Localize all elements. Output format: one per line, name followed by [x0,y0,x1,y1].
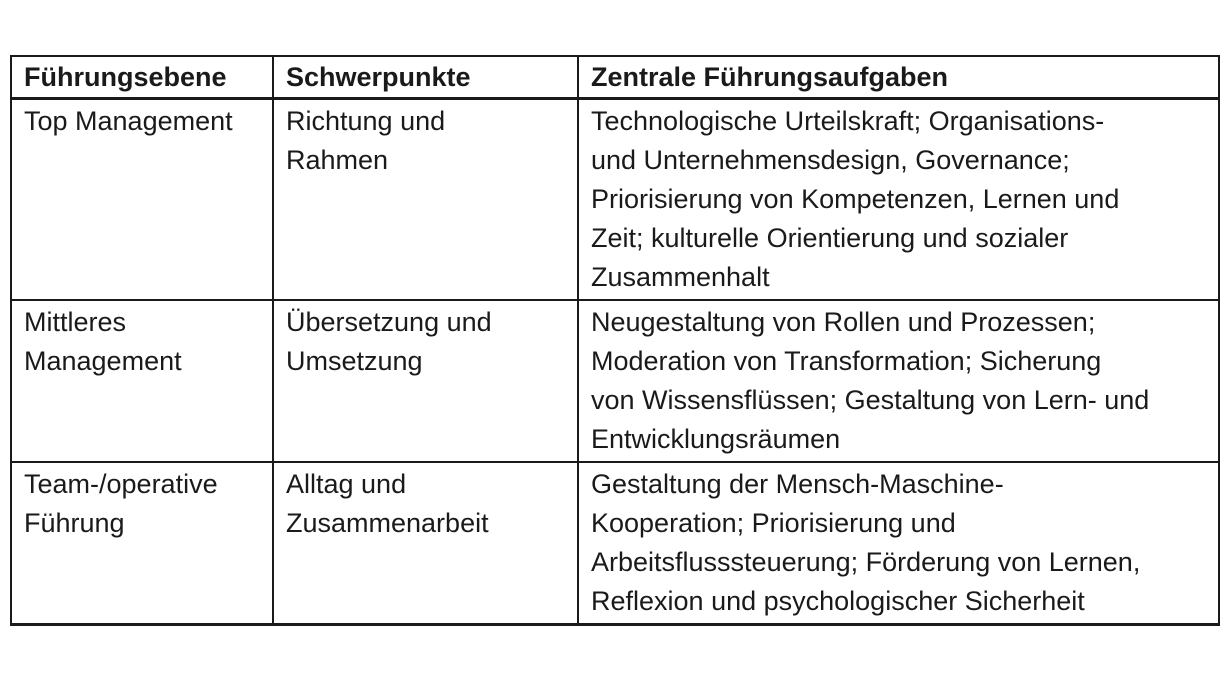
leadership-levels-table: Führungsebene Schwerpunkte Zentrale Führ… [10,55,1220,626]
header-row: Führungsebene Schwerpunkte Zentrale Führ… [10,55,1220,100]
cell-fuehrungsebene: Team-/operative Führung [10,461,274,626]
cell-schwerpunkte: Übersetzung und Umsetzung [272,299,579,463]
cell-schwerpunkte: Richtung und Rahmen [272,97,579,301]
table-row-top-management: Top Management Richtung und Rahmen Techn… [10,97,1220,301]
header-cell-fuehrungsebene: Führungsebene [10,55,274,100]
cell-aufgaben: Technologische Urteilskraft; Organisatio… [577,97,1220,301]
table-row-mittleres-management: Mittleres Management Übersetzung und Ums… [10,299,1220,463]
cell-aufgaben: Neugestaltung von Rollen und Prozessen; … [577,299,1220,463]
cell-schwerpunkte: Alltag und Zusammenarbeit [272,461,579,626]
cell-fuehrungsebene: Top Management [10,97,274,301]
header-cell-schwerpunkte: Schwerpunkte [272,55,579,100]
header-cell-zentrale-fuehrungsaufgaben: Zentrale Führungsaufgaben [577,55,1220,100]
cell-fuehrungsebene: Mittleres Management [10,299,274,463]
table-row-team-operative-fuehrung: Team-/operative Führung Alltag und Zusam… [10,461,1220,626]
cell-aufgaben: Gestaltung der Mensch-Maschine- Kooperat… [577,461,1220,626]
